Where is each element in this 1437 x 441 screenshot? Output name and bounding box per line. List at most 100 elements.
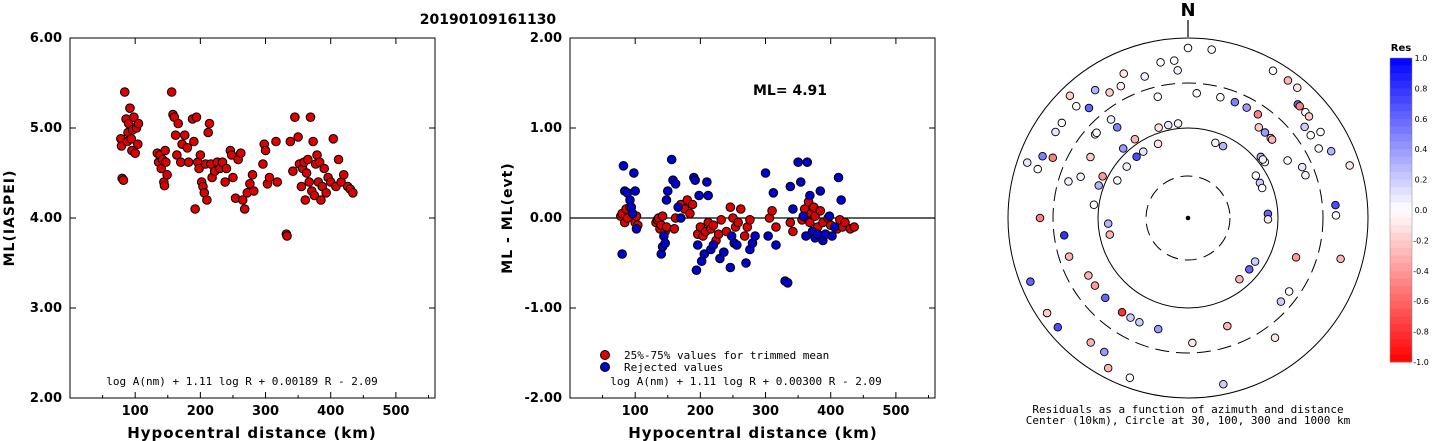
colorbar-cell <box>1390 80 1412 89</box>
data-point <box>305 112 316 122</box>
y-axis-label: ML - ML(evt) <box>500 162 516 273</box>
station-point <box>1064 177 1073 186</box>
data-point <box>627 208 638 219</box>
data-point <box>183 157 194 167</box>
data-point <box>316 195 326 205</box>
data-point <box>260 145 271 156</box>
legend-label-trimmed: 25%-75% values for trimmed mean <box>624 349 829 362</box>
data-point <box>132 139 143 149</box>
data-point <box>827 231 837 241</box>
colorbar-cell <box>1390 324 1412 333</box>
station-point <box>1135 317 1144 327</box>
data-point <box>669 224 680 234</box>
data-point <box>285 136 296 147</box>
colorbar: Res 1.0 0.8 0.6 0.4 0.2 0.0 -0.2 -0.4 -0.6 -0.8 -1… <box>1389 43 1429 367</box>
colorbar-cell <box>1390 134 1412 143</box>
data-point <box>288 166 298 176</box>
data-point <box>768 188 779 198</box>
colorbar-cell <box>1390 346 1412 355</box>
data-point <box>708 220 719 230</box>
data-point <box>170 130 181 140</box>
station-point <box>1304 112 1314 121</box>
data-point <box>309 190 320 201</box>
data-point <box>739 231 750 241</box>
station-point <box>1153 92 1163 101</box>
data-point <box>618 161 629 171</box>
north-label: N <box>1180 0 1195 21</box>
colorbar-cell <box>1390 141 1412 150</box>
station-point <box>1100 347 1109 357</box>
data-point <box>271 136 281 147</box>
legend-marker-trimmed <box>600 350 610 360</box>
station-point <box>1230 97 1240 107</box>
legend: 25%-75% values for trimmed mean Rejected… <box>600 349 829 374</box>
station-point <box>1064 252 1074 261</box>
data-point <box>741 258 751 268</box>
ring-1000km <box>1007 37 1369 399</box>
station-point <box>1084 271 1093 280</box>
data-point <box>282 231 292 241</box>
station-point <box>1106 115 1116 124</box>
x-tick-label: 200 <box>187 404 214 419</box>
data-point <box>725 262 736 273</box>
data-point <box>725 202 736 212</box>
x-tick-label: 400 <box>817 404 844 419</box>
station-point <box>1086 152 1095 162</box>
colorbar-cell <box>1390 225 1412 234</box>
station-point <box>1116 81 1126 91</box>
ring-100km <box>1097 127 1279 309</box>
data-point <box>631 224 642 234</box>
data-point <box>708 240 719 250</box>
colorbar-tick-label: 0.8 <box>1415 84 1428 93</box>
data-point <box>815 206 826 216</box>
data-point <box>692 240 703 250</box>
data-point <box>732 240 742 250</box>
colorbar-tick-label: 0.0 <box>1415 206 1428 215</box>
data-point <box>258 159 268 169</box>
colorbar-cell <box>1390 308 1412 317</box>
station-point <box>1125 373 1135 382</box>
data-point <box>763 231 773 241</box>
data-point <box>301 168 312 178</box>
colorbar-scale <box>1389 57 1413 363</box>
station-point <box>1156 58 1165 67</box>
data-point <box>319 163 329 174</box>
data-points <box>116 87 358 241</box>
colorbar-cell <box>1390 210 1412 219</box>
colorbar-tick-label: -0.6 <box>1413 297 1429 306</box>
colorbar-cell <box>1390 103 1412 112</box>
station-point <box>1038 152 1047 161</box>
colorbar-cell <box>1390 202 1412 211</box>
colorbar-cell <box>1390 172 1412 181</box>
colorbar-cell <box>1390 331 1412 340</box>
data-point <box>321 188 331 198</box>
data-point <box>719 247 729 257</box>
station-point <box>1260 128 1270 137</box>
colorbar-tick-label: -0.2 <box>1413 236 1429 245</box>
y-tick-label: 2.00 <box>530 31 562 46</box>
data-point <box>657 211 668 221</box>
data-point <box>293 132 303 142</box>
colorbar-cell <box>1390 111 1412 120</box>
data-point <box>338 170 349 180</box>
station-point <box>1268 66 1278 76</box>
data-point <box>190 204 200 214</box>
data-point <box>118 175 129 185</box>
caption-line-1: Residuals as a function of azimuth and d… <box>1032 403 1343 416</box>
station-point <box>1267 135 1277 144</box>
station-point <box>1112 123 1122 132</box>
data-point <box>685 208 695 219</box>
x-tick-label: 300 <box>752 404 779 419</box>
station-point <box>1250 257 1260 266</box>
data-point <box>290 112 300 122</box>
station-point <box>1072 102 1081 111</box>
station-point <box>1139 147 1148 156</box>
y-tick-label: -1.00 <box>525 301 562 316</box>
station-point <box>1130 134 1140 144</box>
station-point <box>1048 153 1058 163</box>
data-point <box>130 148 140 158</box>
station-point <box>1331 211 1341 220</box>
station-point <box>1163 120 1173 130</box>
y-tick-label: 4.00 <box>30 211 62 226</box>
data-point <box>805 190 815 201</box>
